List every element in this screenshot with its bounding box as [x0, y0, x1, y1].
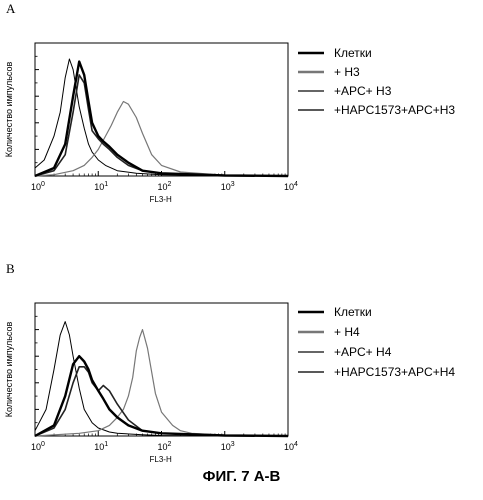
panel-b-series-1-line — [35, 322, 288, 436]
panel-b-x-tick-label: 101 — [94, 441, 108, 452]
panel-a-x-tick-label: 101 — [94, 181, 108, 192]
panel-b-x-tick-label: 100 — [31, 441, 45, 452]
panel-a-x-tick-label: 103 — [221, 181, 235, 192]
panel-a-legend-label-1: Клетки — [334, 46, 372, 60]
panel-a-series-3-line — [35, 75, 288, 176]
panel-b-x-axis-label: FL3-H — [150, 455, 172, 464]
panel-a-legend-label-3: +APC+ H3 — [334, 84, 392, 98]
panel-a-legend-label-4: +HAPC1573+APC+H3 — [334, 103, 455, 117]
panel-b-x-tick-label: 104 — [284, 441, 298, 452]
panel-b-x-tick-label: 103 — [221, 441, 235, 452]
panel-a-x-tick-label: 100 — [31, 181, 45, 192]
panel-a-series-4-line — [35, 62, 288, 176]
panel-a-series-1-line — [35, 59, 288, 176]
panel-a-legend-label-2: + H3 — [334, 65, 360, 79]
figure-caption: ФИГ. 7 А-В — [0, 468, 483, 485]
panel-b-x-tick-label: 102 — [158, 441, 172, 452]
panel-b-series-3-line — [35, 367, 288, 436]
panel-b-series-4-line — [35, 356, 288, 436]
panel-a-y-axis-label: Количество импульсов — [4, 62, 14, 158]
panel-a-x-tick-label: 102 — [158, 181, 172, 192]
panel-b-y-axis-label: Количество импульсов — [4, 322, 14, 418]
panel-a-x-axis-label: FL3-H — [150, 195, 172, 204]
panel-b-legend-label-2: + H4 — [334, 325, 360, 339]
panel-b-legend-label-1: Клетки — [334, 305, 372, 319]
panel-b-legend-label-3: +APC+ H4 — [334, 345, 392, 359]
panel-b-legend-label-4: +HAPC1573+APC+H4 — [334, 365, 455, 379]
panel-a-x-tick-label: 104 — [284, 181, 298, 192]
